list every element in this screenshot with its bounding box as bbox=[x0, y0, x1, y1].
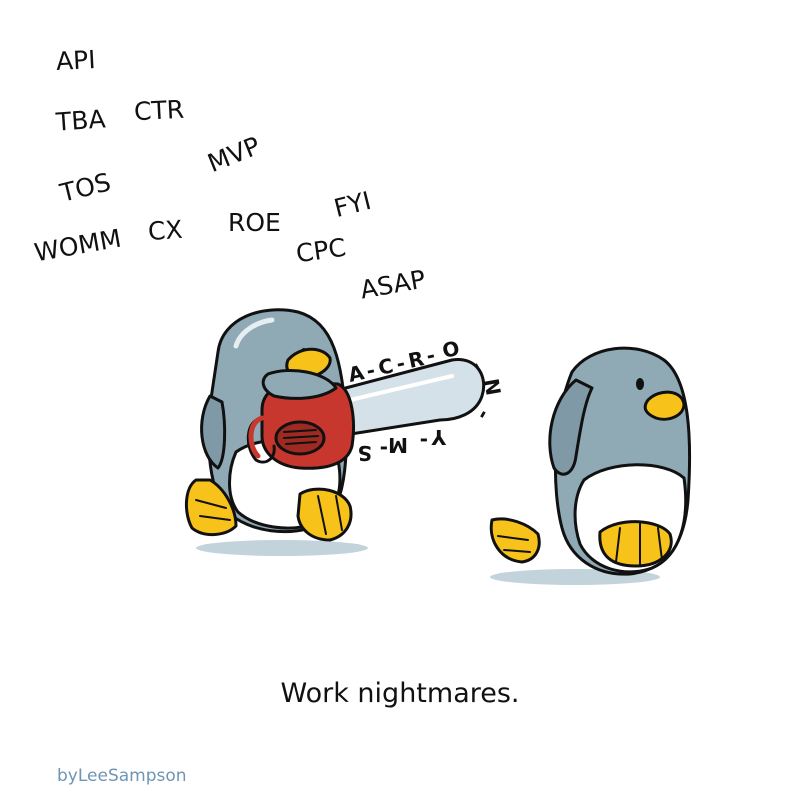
chain-letter-m: M bbox=[388, 433, 408, 457]
artist-credit: byLeeSampson bbox=[57, 766, 187, 786]
chain-letter-y: Y bbox=[431, 425, 447, 449]
chain-letter-dash: - bbox=[424, 343, 437, 368]
acronym-roe: ROE bbox=[228, 208, 281, 237]
right-penguin-eye bbox=[636, 378, 644, 390]
chain-letter-n: N bbox=[479, 377, 506, 398]
chain-letter-dash: - bbox=[364, 358, 377, 383]
right-penguin-beak bbox=[643, 390, 686, 421]
chainsaw bbox=[246, 358, 486, 470]
comic-caption: Work nightmares. bbox=[280, 678, 520, 709]
left-penguin-foot-back bbox=[185, 478, 238, 536]
chain-letter-c: C bbox=[376, 353, 395, 380]
chain-letter-a: A bbox=[346, 360, 367, 387]
left-penguin-shadow bbox=[196, 540, 368, 556]
right-penguin-foot-back bbox=[489, 517, 541, 564]
chain-letter-dash: - bbox=[420, 429, 428, 453]
left-penguin-foot-front bbox=[296, 487, 353, 542]
right-penguin-wing bbox=[548, 378, 594, 476]
right-penguin bbox=[489, 346, 692, 576]
left-penguin-front-wing bbox=[261, 369, 338, 400]
chain-letter-r: R bbox=[406, 346, 426, 373]
chain-letter-s: S bbox=[358, 441, 372, 465]
chain-letter-dash: - bbox=[380, 437, 388, 461]
chain-letter-o: O bbox=[440, 336, 462, 363]
chain-letter-dash: - bbox=[472, 406, 497, 425]
chain-letter-dash: - bbox=[394, 351, 407, 376]
